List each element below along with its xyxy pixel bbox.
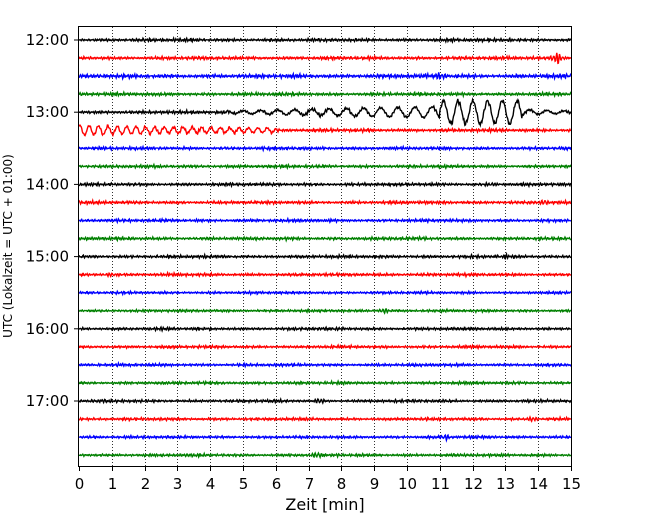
x-tick-label: 11 bbox=[431, 475, 450, 493]
grid-layer bbox=[112, 27, 539, 466]
x-tick-label: 14 bbox=[529, 475, 548, 493]
y-axis: 12:00 13:00 14:00 15:00 16:00 17:00 bbox=[26, 31, 79, 410]
trace-1645 bbox=[78, 379, 572, 387]
x-tick-label: 4 bbox=[206, 475, 216, 493]
y-axis-label: UTC (Lokalzeit = UTC + 01:00) bbox=[1, 154, 15, 338]
x-tick-label: 7 bbox=[305, 475, 315, 493]
trace-1430 bbox=[78, 216, 572, 225]
y-tick-label: 17:00 bbox=[26, 392, 69, 410]
trace-1300 bbox=[78, 96, 572, 128]
trace-1400 bbox=[78, 180, 572, 189]
x-tick-label: 13 bbox=[496, 475, 515, 493]
x-tick-label: 1 bbox=[108, 475, 118, 493]
trace-1515 bbox=[78, 270, 572, 279]
y-tick-label: 14:00 bbox=[26, 175, 69, 193]
trace-1215 bbox=[78, 52, 572, 65]
y-tick-label: 16:00 bbox=[26, 320, 69, 338]
trace-layer bbox=[78, 35, 572, 460]
y-tick-label: 13:00 bbox=[26, 103, 69, 121]
x-tick-label: 10 bbox=[398, 475, 417, 493]
y-tick-label: 12:00 bbox=[26, 31, 69, 49]
x-tick-label: 2 bbox=[141, 475, 151, 493]
trace-1630 bbox=[78, 360, 572, 369]
trace-1315 bbox=[78, 124, 572, 138]
trace-1545 bbox=[78, 307, 572, 315]
trace-1500 bbox=[78, 251, 572, 261]
y-tick-label: 15:00 bbox=[26, 248, 69, 266]
x-tick-label: 8 bbox=[337, 475, 347, 493]
trace-1345 bbox=[78, 162, 572, 171]
trace-1230 bbox=[78, 71, 572, 82]
trace-1615 bbox=[78, 343, 572, 351]
x-tick-label: 12 bbox=[464, 475, 483, 493]
trace-1600 bbox=[78, 325, 572, 333]
x-axis: 0 1 2 3 4 5 6 7 8 9 10 11 12 13 14 15 bbox=[75, 466, 581, 493]
trace-1245 bbox=[78, 90, 572, 99]
trace-1715 bbox=[78, 415, 572, 423]
x-tick-label: 3 bbox=[173, 475, 183, 493]
trace-1330 bbox=[78, 144, 572, 153]
trace-1745 bbox=[78, 451, 572, 460]
x-tick-label: 6 bbox=[272, 475, 282, 493]
trace-1200 bbox=[78, 35, 572, 45]
x-tick-label: 15 bbox=[562, 475, 581, 493]
x-tick-label: 9 bbox=[370, 475, 380, 493]
trace-1700 bbox=[78, 396, 572, 405]
plot-frame bbox=[78, 26, 572, 467]
trace-1530 bbox=[78, 289, 572, 297]
trace-1730 bbox=[78, 433, 572, 443]
x-tick-label: 5 bbox=[239, 475, 249, 493]
x-tick-label: 0 bbox=[75, 475, 85, 493]
trace-1445 bbox=[78, 234, 572, 243]
x-axis-label: Zeit [min] bbox=[285, 495, 364, 514]
trace-1415 bbox=[78, 197, 572, 207]
